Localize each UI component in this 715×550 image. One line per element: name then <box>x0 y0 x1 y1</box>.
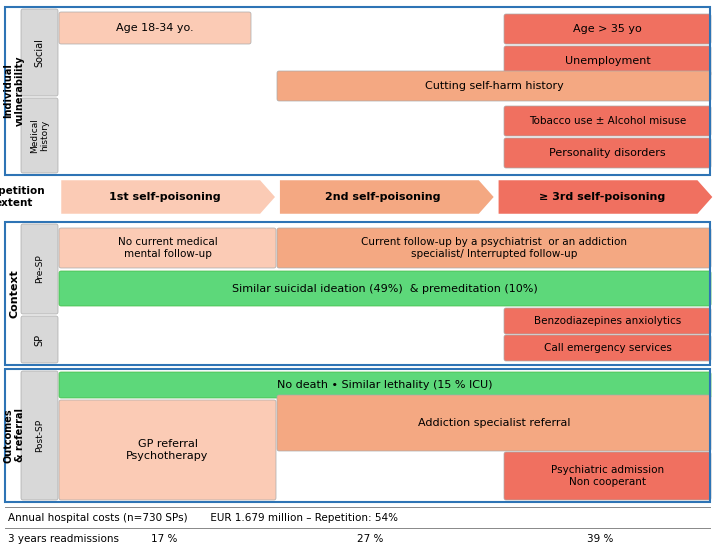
Text: Cutting self-harm history: Cutting self-harm history <box>425 81 563 91</box>
Text: Tobacco use ± Alcohol misuse: Tobacco use ± Alcohol misuse <box>529 116 686 126</box>
FancyBboxPatch shape <box>59 400 276 500</box>
Text: Unemployment: Unemployment <box>565 56 651 66</box>
FancyBboxPatch shape <box>59 271 711 306</box>
Text: No current medical
mental follow-up: No current medical mental follow-up <box>118 237 217 259</box>
Text: 2nd self-poisoning: 2nd self-poisoning <box>325 192 440 202</box>
Text: Social: Social <box>34 38 44 67</box>
Text: ≥ 3rd self-poisoning: ≥ 3rd self-poisoning <box>538 192 665 202</box>
Text: Annual hospital costs (n=730 SPs)       EUR 1.679 million – Repetition: 54%: Annual hospital costs (n=730 SPs) EUR 1.… <box>8 513 398 523</box>
Text: Addiction specialist referral: Addiction specialist referral <box>418 418 571 428</box>
Text: Psychiatric admission
Non cooperant: Psychiatric admission Non cooperant <box>551 465 664 487</box>
Text: Medical
history: Medical history <box>30 118 49 153</box>
Text: 1st self-poisoning: 1st self-poisoning <box>109 192 220 202</box>
Text: Benzodiazepines anxiolytics: Benzodiazepines anxiolytics <box>534 316 681 326</box>
Text: No death • Similar lethality (15 % ICU): No death • Similar lethality (15 % ICU) <box>277 380 493 390</box>
FancyBboxPatch shape <box>21 316 58 363</box>
Text: Individual
vulnerability: Individual vulnerability <box>3 56 25 126</box>
Text: Repetition
extent: Repetition extent <box>0 186 45 208</box>
Polygon shape <box>498 179 714 215</box>
Text: Age > 35 yo: Age > 35 yo <box>573 24 642 34</box>
Text: GP referral
Psychotherapy: GP referral Psychotherapy <box>127 439 209 461</box>
FancyBboxPatch shape <box>59 12 251 44</box>
Bar <box>5 7 710 175</box>
Text: 3 years readmissions: 3 years readmissions <box>8 534 119 544</box>
Text: Outcomes
& referral: Outcomes & referral <box>3 408 25 463</box>
FancyBboxPatch shape <box>504 452 711 500</box>
Text: Current follow-up by a psychiatrist  or an addiction
specialist/ Interrupted fol: Current follow-up by a psychiatrist or a… <box>361 237 627 259</box>
FancyBboxPatch shape <box>504 106 711 136</box>
Text: 17 %: 17 % <box>151 534 177 544</box>
FancyBboxPatch shape <box>59 228 276 268</box>
Polygon shape <box>60 179 277 215</box>
FancyBboxPatch shape <box>504 335 711 361</box>
FancyBboxPatch shape <box>277 71 711 101</box>
FancyBboxPatch shape <box>277 395 711 451</box>
FancyBboxPatch shape <box>21 9 58 96</box>
FancyBboxPatch shape <box>277 228 711 268</box>
FancyBboxPatch shape <box>21 371 58 500</box>
Text: Call emergency services: Call emergency services <box>543 343 671 353</box>
FancyBboxPatch shape <box>21 224 58 314</box>
FancyBboxPatch shape <box>504 308 711 334</box>
Text: Post-SP: Post-SP <box>35 419 44 452</box>
Text: Context: Context <box>9 269 19 318</box>
Text: SP: SP <box>34 333 44 345</box>
Text: Personality disorders: Personality disorders <box>549 148 666 158</box>
FancyBboxPatch shape <box>504 14 711 44</box>
Text: 39 %: 39 % <box>587 534 613 544</box>
Polygon shape <box>279 179 495 215</box>
FancyBboxPatch shape <box>504 138 711 168</box>
Text: Similar suicidal ideation (49%)  & premeditation (10%): Similar suicidal ideation (49%) & premed… <box>232 283 538 294</box>
Bar <box>5 369 710 502</box>
Text: Age 18-34 yo.: Age 18-34 yo. <box>116 23 194 33</box>
Text: 27 %: 27 % <box>357 534 383 544</box>
Bar <box>5 222 710 365</box>
FancyBboxPatch shape <box>21 98 58 173</box>
FancyBboxPatch shape <box>504 46 711 76</box>
FancyBboxPatch shape <box>59 372 711 398</box>
Text: Pre-SP: Pre-SP <box>35 255 44 283</box>
